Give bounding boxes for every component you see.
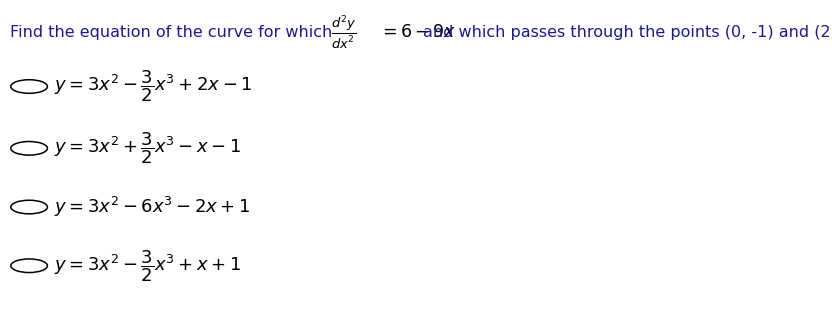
Text: and which passes through the points (0, -1) and (2, 3).: and which passes through the points (0, … — [423, 25, 832, 40]
Text: $\frac{d^2y}{dx^2}$: $\frac{d^2y}{dx^2}$ — [331, 14, 357, 51]
Text: Find the equation of the curve for which: Find the equation of the curve for which — [10, 25, 332, 40]
Text: $y=3x^2+\dfrac{3}{2}x^3-x-1$: $y=3x^2+\dfrac{3}{2}x^3-x-1$ — [54, 130, 241, 166]
Text: $y=3x^2-\dfrac{3}{2}x^3+x+1$: $y=3x^2-\dfrac{3}{2}x^3+x+1$ — [54, 248, 241, 284]
Text: $y=3x^2-\dfrac{3}{2}x^3+2x-1$: $y=3x^2-\dfrac{3}{2}x^3+2x-1$ — [54, 69, 253, 104]
Text: $=6-9x$: $=6-9x$ — [379, 23, 456, 41]
Text: $y=3x^2-6x^3-2x+1$: $y=3x^2-6x^3-2x+1$ — [54, 195, 250, 219]
